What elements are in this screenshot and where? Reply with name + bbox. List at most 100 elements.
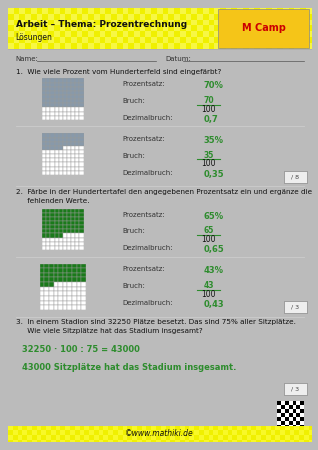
Bar <box>67 209 71 213</box>
Bar <box>46 112 51 116</box>
Bar <box>71 91 75 95</box>
Bar <box>151 435 156 440</box>
Bar <box>163 14 169 20</box>
Bar <box>67 301 72 305</box>
Bar <box>71 225 75 230</box>
Bar <box>306 20 312 26</box>
Bar <box>266 435 271 440</box>
Bar <box>46 217 51 221</box>
Bar <box>67 278 72 282</box>
Bar <box>42 108 46 112</box>
Bar <box>299 440 304 445</box>
Bar <box>55 213 59 217</box>
Bar <box>80 246 84 250</box>
Bar <box>80 99 84 104</box>
Bar <box>77 301 81 305</box>
Bar <box>294 43 300 49</box>
Bar <box>134 20 140 26</box>
Bar <box>42 166 46 171</box>
Bar <box>46 246 51 250</box>
Bar <box>218 426 223 430</box>
Bar <box>71 87 75 91</box>
Bar <box>163 37 169 43</box>
Bar <box>41 440 46 445</box>
Text: 2.  Färbe in der Hundertertafel den angegebenen Prozentsatz ein und ergänze die
: 2. Färbe in der Hundertertafel den angeg… <box>16 189 312 204</box>
Bar <box>247 435 252 440</box>
Bar <box>94 37 100 43</box>
Text: ©www.mathiki.de: ©www.mathiki.de <box>125 429 194 438</box>
Bar <box>49 278 54 282</box>
Text: Prozentsatz:: Prozentsatz: <box>122 212 165 217</box>
Bar <box>51 158 55 162</box>
Bar <box>277 417 281 421</box>
Bar <box>127 440 132 445</box>
Text: 0,43: 0,43 <box>204 300 225 309</box>
Bar <box>71 209 75 213</box>
Bar <box>60 440 65 445</box>
Bar <box>285 409 289 413</box>
Bar <box>228 426 232 430</box>
Bar <box>243 26 249 31</box>
Bar <box>174 26 180 31</box>
Bar <box>132 426 137 430</box>
Bar <box>46 150 51 154</box>
Bar <box>46 213 51 217</box>
Bar <box>59 154 63 158</box>
Bar <box>63 234 67 238</box>
Bar <box>254 37 260 43</box>
Text: Dezimalbruch:: Dezimalbruch: <box>122 115 173 121</box>
Bar <box>204 440 209 445</box>
Bar <box>54 268 58 273</box>
Bar <box>140 14 145 20</box>
Bar <box>59 217 63 221</box>
Bar <box>285 401 289 405</box>
Bar <box>277 26 283 31</box>
Bar <box>174 14 180 20</box>
Bar <box>249 20 254 26</box>
Bar <box>122 31 128 37</box>
Bar <box>67 162 71 166</box>
Bar <box>67 171 71 175</box>
Bar <box>300 37 306 43</box>
Bar <box>151 14 157 20</box>
Bar <box>281 417 285 421</box>
Bar <box>46 234 51 238</box>
Bar <box>82 37 88 43</box>
Bar <box>170 435 175 440</box>
Bar <box>226 8 232 14</box>
Bar <box>80 95 84 99</box>
Bar <box>63 296 67 301</box>
Bar <box>80 162 84 166</box>
Bar <box>67 305 72 310</box>
Bar <box>67 99 71 104</box>
Bar <box>46 108 51 112</box>
Bar <box>220 26 226 31</box>
Bar <box>232 440 237 445</box>
Bar <box>122 435 127 440</box>
Bar <box>117 14 122 20</box>
Bar <box>58 278 63 282</box>
Bar <box>51 221 55 225</box>
Bar <box>266 37 272 43</box>
Bar <box>63 158 67 162</box>
Bar <box>55 230 59 234</box>
Bar <box>42 91 46 95</box>
Bar <box>226 31 232 37</box>
Bar <box>117 37 122 43</box>
Bar <box>261 440 266 445</box>
Bar <box>94 435 99 440</box>
Bar <box>58 291 63 296</box>
Bar <box>296 413 300 417</box>
Text: 100: 100 <box>201 234 216 243</box>
Bar <box>59 99 63 104</box>
Text: / 8: / 8 <box>291 174 300 179</box>
Bar <box>283 43 289 49</box>
Bar <box>51 430 56 435</box>
Bar <box>214 20 220 26</box>
Text: 100: 100 <box>201 159 216 168</box>
Bar <box>70 440 75 445</box>
Bar <box>197 37 203 43</box>
Bar <box>80 116 84 120</box>
Bar <box>48 26 54 31</box>
Bar <box>103 435 108 440</box>
